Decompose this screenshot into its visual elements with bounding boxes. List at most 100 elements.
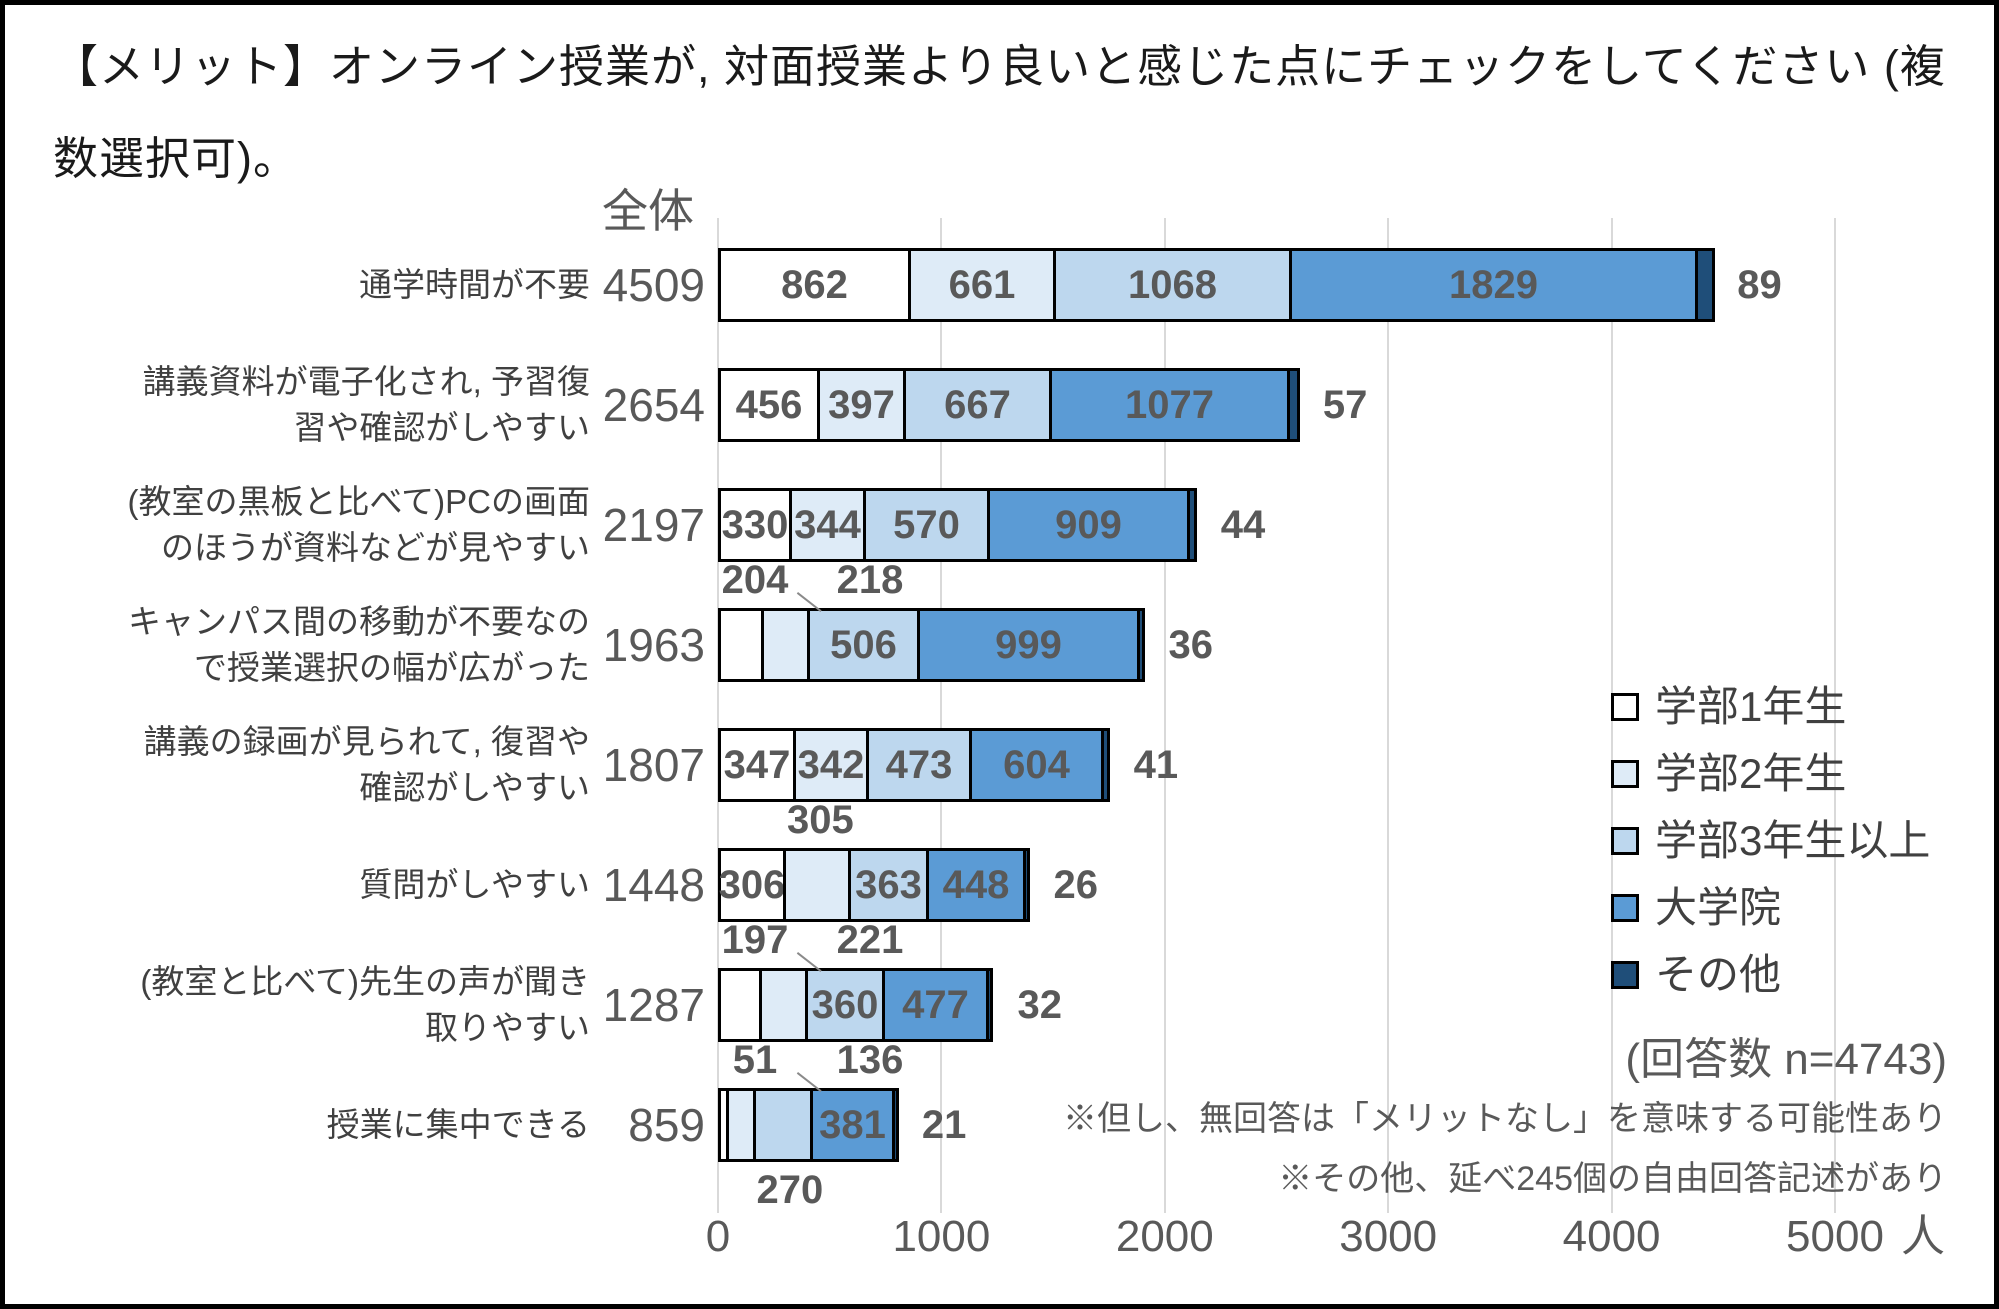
- grid-line: [940, 218, 943, 1213]
- x-tick-label: 4000: [1562, 1212, 1661, 1261]
- segment-label-outside: 51: [732, 1038, 778, 1082]
- segment-label: 448: [942, 862, 1010, 907]
- total-header: 全体: [602, 185, 694, 237]
- segment-label: 397: [828, 382, 895, 427]
- segment-label: 381: [819, 1102, 886, 1147]
- segment-label: 604: [1003, 742, 1070, 787]
- bar-segment: 342: [793, 728, 869, 802]
- x-tick-label: 2000: [1115, 1212, 1214, 1261]
- legend-swatch: [1611, 894, 1639, 922]
- grid-line: [1387, 218, 1390, 1213]
- legend-swatch: [1611, 961, 1639, 989]
- legend-swatch: [1611, 827, 1639, 855]
- segment-label-outside: 26: [1053, 863, 1098, 907]
- bar-segment: [986, 968, 993, 1042]
- segment-label-outside: 305: [787, 798, 854, 842]
- bar-segment: 1077: [1049, 368, 1290, 442]
- segment-label: 1068: [1128, 262, 1217, 307]
- stacked-bar: 381: [718, 1088, 899, 1162]
- footnote-2: ※その他、延べ245個の自由回答記述があり: [1278, 1160, 1947, 1198]
- legend-label: 学部1年生: [1655, 683, 1847, 730]
- bar-segment: 363: [848, 848, 929, 922]
- bar-segment: 473: [866, 728, 972, 802]
- bar-segment: 456: [718, 368, 820, 442]
- stacked-bar: 862 661 1068 1829: [718, 248, 1715, 322]
- category-label: 講義の録画が見られて, 復習や 確認がしやすい: [143, 723, 590, 806]
- bar-segment: 661: [908, 248, 1056, 322]
- bar-segment: [753, 1088, 813, 1162]
- segment-label: 363: [855, 862, 922, 907]
- segment-label: 506: [830, 622, 897, 667]
- bar-segment: 448: [926, 848, 1026, 922]
- category-label: (教室の黒板と比べて)PCの画面 のほうが資料などが見やすい: [127, 483, 590, 566]
- bar-segment: 344: [789, 488, 866, 562]
- chart-title: 【メリット】オンライン授業が, 対面授業より良いと感じた点にチェックをしてくださ…: [53, 41, 1946, 184]
- segment-label-outside: 204: [721, 558, 789, 602]
- segment-label: 330: [721, 502, 789, 547]
- bar-segment: 330: [718, 488, 792, 562]
- legend-label: 大学院: [1655, 884, 1782, 931]
- stacked-bar: 306 363 448: [718, 848, 1030, 922]
- segment-label: 347: [723, 742, 791, 787]
- x-tick-label: 0: [705, 1212, 731, 1261]
- bar-segment: 604: [969, 728, 1104, 802]
- segment-label-outside: 21: [921, 1103, 967, 1147]
- row-total: 1287: [602, 979, 705, 1031]
- bar-segment: [761, 608, 810, 682]
- bar-segment: 999: [917, 608, 1140, 682]
- segment-label: 360: [811, 982, 879, 1027]
- segment-label-outside: 197: [721, 918, 789, 962]
- bar-segment: [1695, 248, 1715, 322]
- stacked-bar: 506 999: [718, 608, 1145, 682]
- x-tick-label: 5000: [1786, 1212, 1884, 1261]
- segment-label-outside: 36: [1168, 623, 1214, 667]
- segment-label: 473: [885, 742, 953, 787]
- x-tick-label: 1000: [892, 1212, 991, 1261]
- row-total: 1963: [602, 619, 705, 671]
- segment-label-outside: 32: [1017, 983, 1063, 1027]
- row-total: 1807: [602, 739, 705, 791]
- bar-segment: 1829: [1289, 248, 1698, 322]
- segment-label-outside: 218: [836, 558, 904, 602]
- segment-label: 342: [797, 742, 865, 787]
- segment-label: 661: [948, 262, 1016, 307]
- bar-segment: 381: [810, 1088, 895, 1162]
- respondents-note: (回答数 n=4743): [1625, 1035, 1947, 1084]
- segment-label: 999: [995, 622, 1062, 667]
- grid-line: [1163, 218, 1166, 1213]
- bar-segment: 506: [807, 608, 920, 682]
- bar-segment: [892, 1088, 899, 1162]
- grid-line: [717, 218, 719, 1213]
- category-label: 授業に集中できる: [326, 1106, 590, 1143]
- legend-swatch: [1611, 760, 1639, 788]
- bar-segment: 862: [718, 248, 911, 322]
- segment-label: 1077: [1125, 382, 1214, 427]
- bar-segment: [759, 968, 808, 1042]
- segment-label: 570: [893, 502, 960, 547]
- segment-label-outside: 41: [1133, 743, 1179, 787]
- bar-segment: 667: [903, 368, 1052, 442]
- segment-label: 456: [735, 382, 803, 427]
- row-total: 2197: [602, 499, 705, 551]
- segment-label: 667: [944, 382, 1011, 427]
- bar-segment: 306: [718, 848, 786, 922]
- bar-segment: [783, 848, 851, 922]
- category-label: 通学時間が不要: [359, 266, 590, 303]
- x-axis-unit: 人: [1901, 1212, 1945, 1261]
- row-total: 2654: [602, 379, 705, 431]
- grid-line: [1834, 218, 1836, 1213]
- segment-label-outside: 221: [836, 918, 904, 962]
- stacked-bar: 330 344 570 909: [718, 488, 1197, 562]
- segment-label: 477: [902, 982, 969, 1027]
- segment-label-outside: 57: [1322, 383, 1368, 427]
- footnote-1: ※但し、無回答は「メリットなし」を意味する可能性あり: [1063, 1100, 1947, 1138]
- stacked-bar: 347 342 473 604: [718, 728, 1110, 802]
- bar-segment: [1137, 608, 1145, 682]
- x-tick-label: 3000: [1339, 1212, 1438, 1261]
- bar-segment: [1287, 368, 1300, 442]
- stacked-bar: 360 477: [718, 968, 993, 1042]
- bar-segment: [718, 968, 762, 1042]
- segment-label-outside: 89: [1737, 263, 1782, 307]
- bar-segment: [1023, 848, 1030, 922]
